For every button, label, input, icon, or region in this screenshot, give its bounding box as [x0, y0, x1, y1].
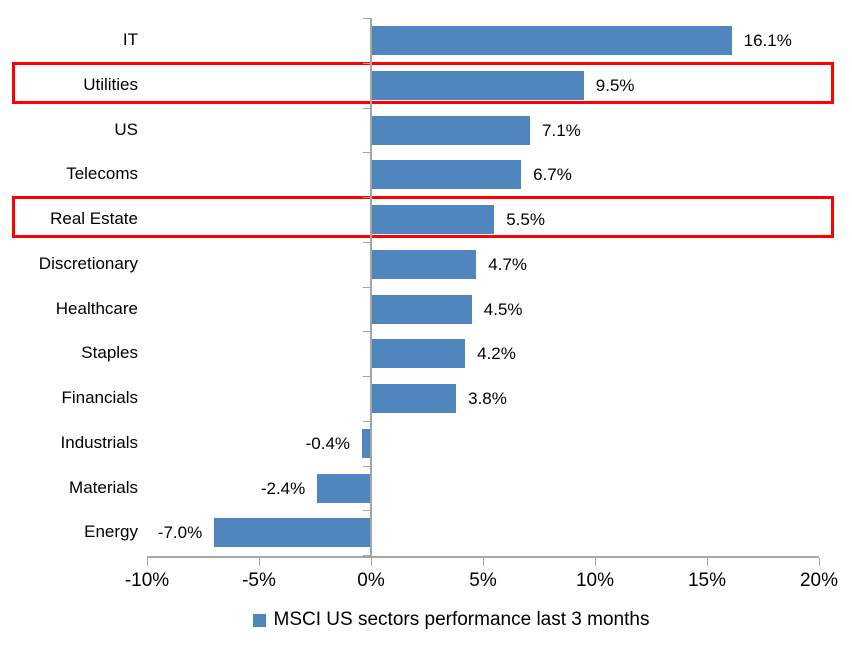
- value-label: -0.4%: [305, 433, 351, 453]
- category-tick-mark: [363, 241, 370, 243]
- category-tick-mark: [363, 18, 370, 19]
- x-axis-line: [147, 556, 819, 558]
- x-tick-label: 20%: [799, 570, 839, 591]
- bar: [371, 294, 472, 324]
- x-tick-label: 10%: [575, 570, 615, 591]
- category-label: Energy: [84, 522, 138, 542]
- category-tick-mark: [363, 555, 370, 556]
- category-tick-mark: [363, 510, 370, 512]
- bar: [371, 384, 457, 413]
- value-label: 9.5%: [595, 75, 635, 95]
- bar: [371, 115, 531, 145]
- bar: [214, 518, 371, 548]
- value-axis-line: [370, 18, 372, 556]
- x-tick-mark: [595, 558, 596, 566]
- bar: [371, 339, 466, 369]
- category-tick-mark: [363, 62, 370, 64]
- value-label: 6.7%: [533, 165, 572, 185]
- bar: [371, 26, 732, 55]
- category-label: Healthcare: [55, 298, 138, 318]
- value-label: -2.4%: [260, 478, 306, 498]
- value-label: 4.7%: [488, 254, 528, 274]
- value-label: 3.8%: [468, 389, 507, 408]
- category-tick-mark: [363, 107, 370, 109]
- value-label: 5.5%: [506, 210, 545, 229]
- value-label: 16.1%: [743, 31, 792, 50]
- legend: MSCI US sectors performance last 3 month…: [25, 609, 852, 631]
- value-label: 4.2%: [477, 344, 516, 364]
- x-tick-mark: [259, 558, 260, 566]
- category-label: Discretionary: [38, 253, 138, 273]
- category-label: Utilities: [83, 74, 138, 94]
- x-tick-label: 0%: [357, 570, 385, 591]
- x-tick-mark: [483, 558, 484, 566]
- x-tick-mark: [371, 558, 372, 566]
- bar: [371, 205, 495, 234]
- category-tick-mark: [363, 376, 370, 377]
- category-label: Financials: [61, 388, 138, 407]
- category-label: US: [114, 119, 138, 139]
- bar: [362, 428, 371, 458]
- x-tick-label: 5%: [469, 570, 497, 591]
- value-label: 7.1%: [542, 120, 581, 140]
- category-tick-mark: [363, 197, 370, 198]
- category-label: Telecoms: [66, 164, 138, 184]
- legend-label: MSCI US sectors performance last 3 month…: [273, 609, 650, 630]
- category-tick-mark: [363, 465, 370, 467]
- category-tick-mark: [363, 286, 370, 288]
- bar: [371, 249, 477, 279]
- category-tick-mark: [363, 152, 370, 154]
- x-tick-mark: [819, 558, 820, 566]
- bar: [371, 160, 522, 190]
- legend-swatch-icon: [252, 613, 266, 627]
- x-tick-label: -10%: [124, 570, 170, 591]
- category-label: Industrials: [60, 432, 138, 452]
- category-label: Materials: [69, 477, 138, 497]
- value-label: -7.0%: [157, 523, 203, 543]
- value-label: 4.5%: [483, 299, 523, 319]
- bar: [317, 473, 371, 503]
- x-tick-mark: [147, 558, 148, 566]
- category-tick-mark: [363, 331, 370, 333]
- category-label: Real Estate: [50, 209, 138, 228]
- bar: [371, 70, 584, 100]
- category-label: IT: [122, 30, 138, 49]
- category-tick-mark: [363, 420, 370, 422]
- x-tick-label: -5%: [242, 570, 276, 591]
- x-tick-mark: [707, 558, 708, 566]
- category-label: Staples: [81, 343, 138, 363]
- x-tick-label: 15%: [687, 570, 727, 591]
